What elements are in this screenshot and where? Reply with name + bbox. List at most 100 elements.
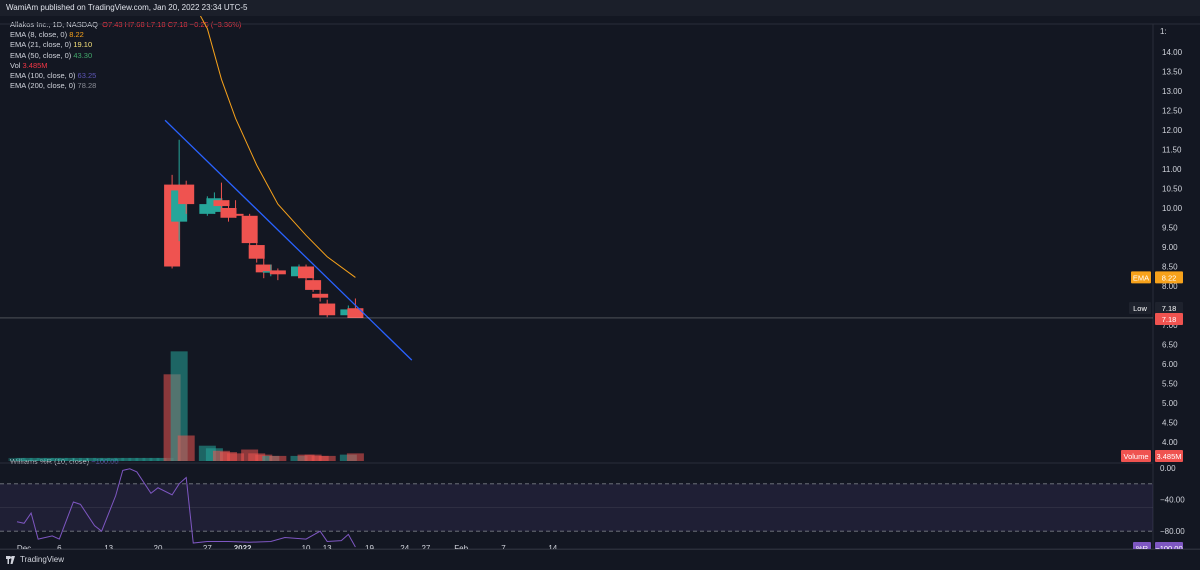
volume-bar <box>128 457 146 461</box>
tradingview-logo-icon <box>6 556 15 564</box>
volume-badge-value-bg <box>1155 450 1183 462</box>
low-badge-value-bg <box>1155 301 1183 314</box>
price-tick-label: 4.50 <box>1162 419 1178 428</box>
ema-badge-tag: EMA <box>1133 273 1149 282</box>
ema8-line <box>199 16 356 278</box>
time-tick-label: 10 <box>302 544 311 553</box>
volume-bar <box>86 457 104 461</box>
wr-badge-tag: %R <box>1136 544 1149 553</box>
volume-bar <box>29 457 47 461</box>
price-tick-label: 6.50 <box>1162 341 1178 350</box>
volume-bar <box>15 457 33 461</box>
candle-body <box>347 308 364 318</box>
price-tick-label: 10.00 <box>1162 204 1183 213</box>
legend-volume[interactable]: Vol 3.485M <box>10 60 48 70</box>
candle-body <box>248 245 265 259</box>
volume-bar <box>100 457 118 461</box>
volume-bar <box>50 457 68 461</box>
volume-bar <box>8 457 26 461</box>
legend-ema200[interactable]: EMA (200, close, 0) 78.28 <box>10 81 97 91</box>
price-tick-label: 12.00 <box>1162 126 1183 135</box>
volume-bar <box>43 457 61 461</box>
price-tick-label: 13.00 <box>1162 87 1183 96</box>
time-tick-label: 6 <box>57 544 62 553</box>
time-tick-label: Dec <box>17 544 31 553</box>
publish-header: WamiAm published on TradingView.com, Jan… <box>0 0 1200 16</box>
wr-tick-label: 0.00 <box>1160 464 1176 473</box>
last-price-badge-value-bg <box>1155 312 1183 325</box>
volume-bar <box>114 457 132 461</box>
volume-bar <box>36 457 54 461</box>
candle-body <box>298 266 315 279</box>
time-tick-label: 19 <box>365 544 374 553</box>
price-tick-label: 5.50 <box>1162 380 1178 389</box>
volume-badge-tag-bg <box>1121 450 1151 462</box>
time-tick-label: 2022 <box>234 544 252 553</box>
volume-bar <box>346 453 364 461</box>
price-tick-label: 11.00 <box>1162 165 1182 174</box>
ema-badge-value: 8.22 <box>1162 273 1177 282</box>
trendline <box>164 119 413 361</box>
low-badge-tag: Low <box>1133 304 1147 313</box>
last-price-badge-value: 7.18 <box>1162 315 1177 324</box>
candle-body <box>220 208 237 218</box>
wr-tick-label: −40.00 <box>1160 496 1185 505</box>
price-tick-label: 11.50 <box>1162 146 1182 155</box>
volume-badge-value: 3.485M <box>1156 452 1181 461</box>
volume-bar <box>135 457 153 461</box>
volume-bar <box>22 457 40 461</box>
price-tick-label: 13.50 <box>1162 68 1183 77</box>
candle-body <box>319 303 336 316</box>
time-tick-label: 20 <box>154 544 163 553</box>
price-tick-label: 14.00 <box>1162 48 1183 57</box>
price-tick-label: 12.50 <box>1162 107 1183 116</box>
volume-badge-tag: Volume <box>1123 452 1148 461</box>
price-tick-label: 8.50 <box>1162 263 1178 272</box>
legend-ema50[interactable]: EMA (50, close, 0) 43.30 <box>10 50 93 60</box>
candle-body <box>241 215 258 244</box>
wr-band <box>0 483 1153 532</box>
volume-bar <box>227 453 245 461</box>
candle-body <box>312 293 329 298</box>
price-chart[interactable]: 14.00 13.50 13.00 12.50 12.00 11.50 11.00 10.50… <box>0 16 1200 565</box>
volume-bar <box>177 435 195 461</box>
williams-legend[interactable]: Williams %R (10, close) −100.00 <box>10 457 119 466</box>
volume-bar <box>142 457 160 461</box>
volume-bar <box>269 455 287 461</box>
volume-bar <box>318 455 336 461</box>
price-tick-label: 4.00 <box>1162 438 1178 447</box>
price-tick-label: 7.00 <box>1162 321 1178 330</box>
time-tick-label: 24 <box>400 544 409 553</box>
candle-body <box>178 184 195 205</box>
volume-bar <box>149 457 167 461</box>
candle-body <box>227 213 244 216</box>
candle-body <box>269 270 286 275</box>
volume-bar <box>71 457 89 461</box>
williams-r-line <box>16 468 356 548</box>
price-tick-label: 6.00 <box>1162 360 1178 369</box>
price-tick-label: 8.00 <box>1162 282 1178 291</box>
time-tick-label: 7 <box>501 544 506 553</box>
time-tick-label: 27 <box>421 544 430 553</box>
legend-ema21[interactable]: EMA (21, close, 0) 19.10 <box>10 40 93 50</box>
footer-bar: TradingView <box>0 549 1200 569</box>
volume-bar <box>57 457 75 461</box>
time-tick-label: 27 <box>203 544 212 553</box>
price-tick-label: 5.00 <box>1162 399 1178 408</box>
candle-body <box>305 280 322 290</box>
low-badge-value: 7.18 <box>1162 304 1177 313</box>
ema-badge-value-bg <box>1155 271 1183 284</box>
volume-bar <box>170 351 188 461</box>
legend-ema8[interactable]: EMA (8, close, 0) 8.22 <box>10 30 84 40</box>
volume-bar <box>107 457 125 461</box>
wr-tick-label: −80.00 <box>1160 527 1185 536</box>
time-tick-label: 13 <box>323 544 332 553</box>
time-tick-label: 13 <box>104 544 113 553</box>
price-tick-label: 9.00 <box>1162 243 1178 252</box>
candle-body <box>213 200 230 207</box>
time-tick-label: 14 <box>548 544 557 553</box>
legend-ema100[interactable]: EMA (100, close, 0) 63.25 <box>10 71 97 81</box>
brand-label: TradingView <box>20 555 65 564</box>
price-tick-label: 9.50 <box>1162 224 1178 233</box>
volume-bar <box>79 457 96 461</box>
